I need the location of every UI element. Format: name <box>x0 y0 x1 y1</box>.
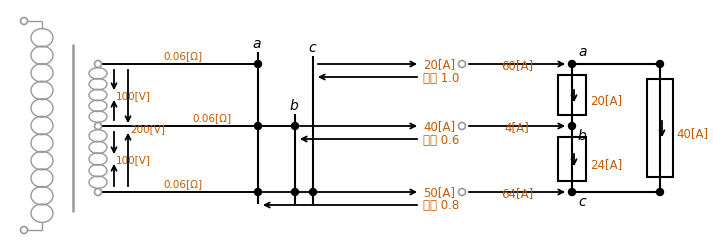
Circle shape <box>255 61 262 68</box>
Text: 20[A]: 20[A] <box>590 94 622 107</box>
Circle shape <box>292 123 299 130</box>
Text: b: b <box>289 99 298 113</box>
Circle shape <box>95 189 101 196</box>
Text: 역률 1.0: 역률 1.0 <box>423 71 459 84</box>
Text: 역률 0.6: 역률 0.6 <box>423 133 459 146</box>
Circle shape <box>21 227 28 234</box>
Bar <box>558 76 586 115</box>
Circle shape <box>568 123 575 130</box>
Text: 100[V]: 100[V] <box>116 91 151 101</box>
Text: 4[A]: 4[A] <box>505 120 529 134</box>
Text: 60[A]: 60[A] <box>501 59 533 72</box>
Text: 0.06[Ω]: 0.06[Ω] <box>163 51 202 61</box>
Circle shape <box>255 123 262 130</box>
Circle shape <box>95 123 101 130</box>
Bar <box>558 137 586 181</box>
Circle shape <box>21 18 28 25</box>
Text: 50[A]: 50[A] <box>423 186 455 199</box>
Text: c: c <box>578 194 585 208</box>
Text: c: c <box>308 41 316 55</box>
Text: 40[A]: 40[A] <box>676 127 708 140</box>
Text: 40[A]: 40[A] <box>423 120 455 133</box>
Circle shape <box>458 61 466 68</box>
Circle shape <box>657 61 664 68</box>
Circle shape <box>568 61 575 68</box>
Circle shape <box>292 189 299 196</box>
Text: a: a <box>252 37 261 51</box>
Text: 역률 0.8: 역률 0.8 <box>423 199 459 212</box>
Text: 0.06[Ω]: 0.06[Ω] <box>192 113 231 122</box>
Text: b: b <box>578 129 587 142</box>
Text: 0.06[Ω]: 0.06[Ω] <box>163 178 202 188</box>
Circle shape <box>255 189 262 196</box>
Text: 64[A]: 64[A] <box>501 186 533 199</box>
Text: 100[V]: 100[V] <box>116 154 151 164</box>
Text: 24[A]: 24[A] <box>590 158 622 171</box>
Circle shape <box>309 189 317 196</box>
Text: 20[A]: 20[A] <box>423 58 455 71</box>
Circle shape <box>568 189 575 196</box>
Text: a: a <box>578 45 587 59</box>
Text: 200[V]: 200[V] <box>130 123 165 134</box>
Circle shape <box>657 189 664 196</box>
Bar <box>647 80 673 177</box>
Circle shape <box>95 61 101 68</box>
Circle shape <box>458 189 466 196</box>
Circle shape <box>458 123 466 130</box>
